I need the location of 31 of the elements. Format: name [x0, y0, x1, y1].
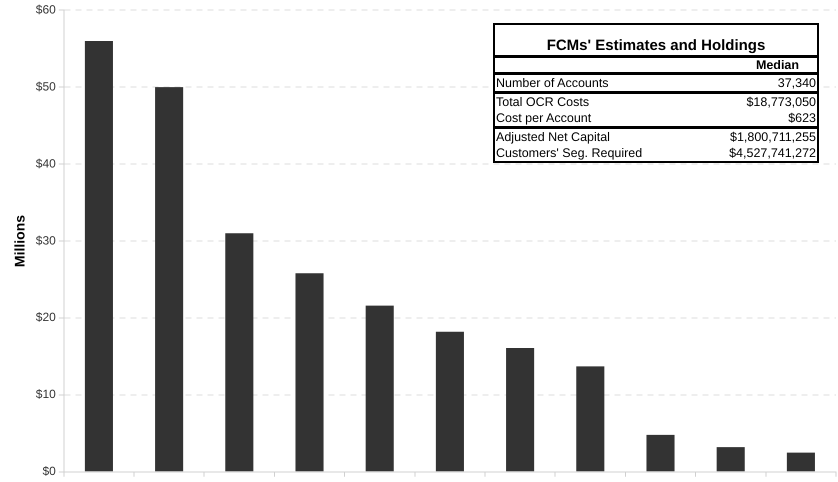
annotation: Adjusted Net Capital: [496, 129, 610, 145]
y-tick-label: $30: [36, 233, 56, 248]
y-tick-label: $40: [36, 156, 56, 170]
bar: [646, 434, 675, 472]
bar: [436, 332, 464, 472]
bar: [155, 87, 184, 472]
bar: [716, 447, 745, 472]
annotation: 37,340: [778, 75, 816, 91]
bar: [786, 452, 815, 472]
annotation: Cost per Account: [496, 110, 592, 126]
annotation: Customers' Seg. Required: [496, 145, 642, 161]
annotation: $4,527,741,272: [729, 145, 816, 161]
y-axis-title: Millions: [11, 214, 28, 268]
annotation: Total OCR Costs: [496, 94, 590, 110]
annotation: Median: [493, 57, 819, 74]
annotation: FCMs' Estimates and Holdings: [493, 23, 819, 57]
annotation: $18,773,050: [746, 94, 816, 110]
bar: [225, 233, 254, 472]
y-tick-label: $50: [36, 79, 56, 94]
annotation: $623: [788, 110, 816, 126]
bar: [506, 348, 534, 472]
annotation: $1,800,711,255: [730, 129, 816, 145]
bar: [84, 40, 113, 472]
y-tick-label: $20: [36, 310, 56, 324]
bar: [576, 366, 604, 472]
y-tick-label: $10: [36, 387, 56, 402]
y-tick-label: $60: [36, 2, 56, 17]
bar: [295, 273, 324, 472]
y-tick-label: $0: [42, 464, 56, 478]
bar: [366, 306, 394, 472]
annotation: Number of Accounts: [496, 75, 609, 91]
